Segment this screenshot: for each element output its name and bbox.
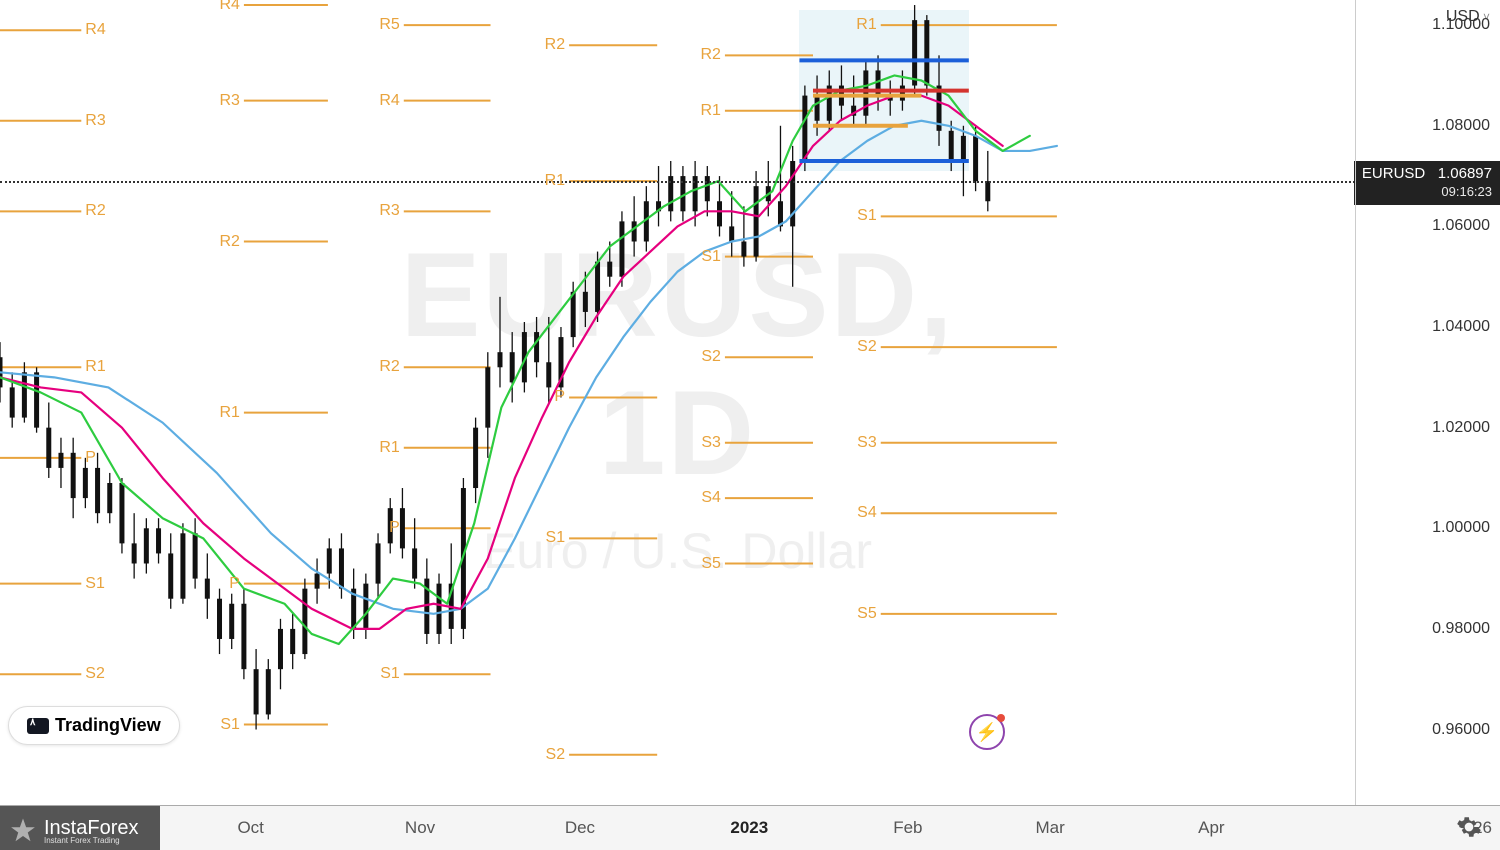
- pivot-label: S1: [701, 248, 721, 266]
- tradingview-badge[interactable]: TradingView: [8, 706, 180, 745]
- instaforex-sub: Instant Forex Trading: [44, 836, 138, 845]
- time-tick: Apr: [1198, 818, 1224, 838]
- pivot-label: S5: [857, 605, 877, 623]
- pivot-label: R3: [85, 112, 105, 130]
- pivot-label: R1: [545, 172, 565, 190]
- pivot-label: R4: [85, 21, 105, 39]
- pivot-label: R3: [379, 202, 399, 220]
- lightning-icon[interactable]: ⚡: [969, 714, 1005, 750]
- pivot-label: R5: [379, 16, 399, 34]
- pivot-label: R1: [219, 404, 239, 422]
- pivot-label: R2: [85, 202, 105, 220]
- pivot-label: S2: [85, 665, 105, 683]
- time-tick: Nov: [405, 818, 435, 838]
- tradingview-label: TradingView: [55, 715, 161, 736]
- pivot-label: R1: [379, 439, 399, 457]
- time-tick: Dec: [565, 818, 595, 838]
- time-tick: 2023: [730, 818, 768, 838]
- time-axis[interactable]: InstaForex Instant Forex Trading 26 Oct N…: [0, 805, 1500, 850]
- pivot-label: S2: [546, 746, 566, 764]
- pivot-label: R4: [379, 92, 399, 110]
- time-tick: Feb: [893, 818, 922, 838]
- pivot-label: S1: [380, 665, 400, 683]
- candle-layer: [0, 0, 1355, 805]
- pivot-label: R2: [379, 358, 399, 376]
- price-tick: 0.96000: [1432, 721, 1490, 739]
- pivot-label: P: [85, 449, 96, 467]
- pivot-label: S3: [701, 434, 721, 452]
- pivot-label: S5: [701, 555, 721, 573]
- chart-plot-area[interactable]: EURUSD, 1D Euro / U.S. Dollar EURUSD 1.0…: [0, 0, 1355, 805]
- price-tick: 1.02000: [1432, 419, 1490, 437]
- price-tick: 1.04000: [1432, 318, 1490, 336]
- pivot-label: S1: [546, 529, 566, 547]
- pivot-label: S4: [857, 504, 877, 522]
- pivot-label: S1: [857, 207, 877, 225]
- pivot-label: S3: [857, 434, 877, 452]
- watermark-symbol: EURUSD, 1D: [339, 226, 1017, 502]
- highlight-lines-layer: [0, 0, 1355, 805]
- price-tick: 1.06000: [1432, 217, 1490, 235]
- price-axis[interactable]: USD 1.100001.080001.060001.040001.020001…: [1355, 0, 1500, 805]
- pivot-label: S1: [85, 575, 105, 593]
- time-tick: Oct: [237, 818, 263, 838]
- price-tick: 1.00000: [1432, 519, 1490, 537]
- instaforex-star-icon: [8, 816, 38, 846]
- instaforex-logo[interactable]: InstaForex Instant Forex Trading: [8, 816, 138, 846]
- watermark-description: Euro / U.S. Dollar: [339, 522, 1017, 580]
- current-price-line: EURUSD 1.06897 09:16:23: [0, 181, 1355, 183]
- pivot-label: R2: [700, 46, 720, 64]
- pivot-lines-layer: [0, 0, 1355, 805]
- pivot-label: R4: [219, 0, 239, 14]
- pivot-label: S1: [220, 716, 240, 734]
- pivot-label: P: [229, 575, 240, 593]
- pivot-label: R1: [856, 16, 876, 34]
- moving-average-layer: [0, 0, 1355, 805]
- price-tick: 1.10000: [1432, 16, 1490, 34]
- time-tick: Mar: [1035, 818, 1064, 838]
- pivot-label: R3: [219, 92, 239, 110]
- chart-container: EURUSD, 1D Euro / U.S. Dollar EURUSD 1.0…: [0, 0, 1500, 850]
- price-tick: 0.98000: [1432, 620, 1490, 638]
- tradingview-logo-icon: [27, 718, 49, 734]
- pivot-label: S2: [857, 338, 877, 356]
- time-right-label: 26: [1473, 818, 1492, 838]
- pivot-label: R1: [700, 102, 720, 120]
- pivot-label: R2: [219, 233, 239, 251]
- price-tick: 1.08000: [1432, 117, 1490, 135]
- pivot-label: P: [389, 519, 400, 537]
- pivot-label: P: [554, 388, 565, 406]
- pivot-label: R2: [545, 36, 565, 54]
- pivot-label: R1: [85, 358, 105, 376]
- pivot-label: S2: [701, 348, 721, 366]
- watermark: EURUSD, 1D Euro / U.S. Dollar: [339, 226, 1017, 580]
- highlight-zone: [799, 10, 968, 171]
- pivot-label: S4: [701, 489, 721, 507]
